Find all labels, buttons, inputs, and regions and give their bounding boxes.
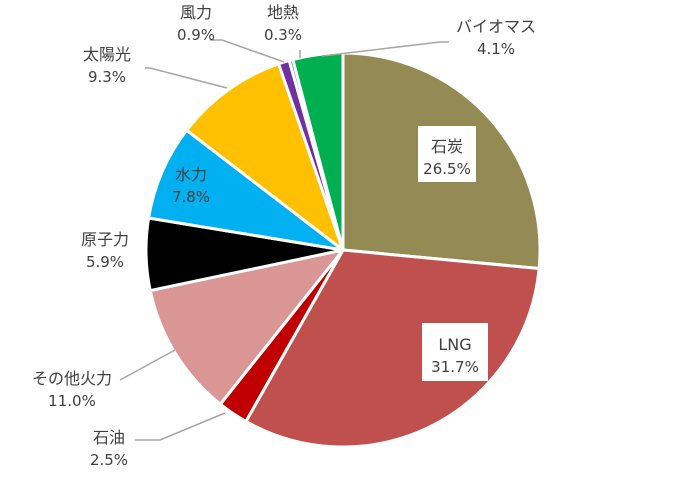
pie-slice-2 — [244, 248, 541, 449]
slice-labels: 石炭 26.5% LNG 31.7% 石油 2.5% その他火力 11.0% 原子力 5.9% 水力… — [32, 3, 536, 469]
pie-slice-7 — [185, 62, 345, 252]
leader-line-7 — [145, 67, 228, 89]
pie-slice-4 — [148, 248, 345, 406]
slice-name-label: 太陽光 — [83, 45, 131, 64]
data-label-box-2 — [422, 323, 488, 381]
data-label-box-1 — [418, 126, 476, 182]
slice-value-label: 4.1% — [477, 40, 515, 58]
pie-slices — [144, 51, 542, 449]
leader-line-3 — [135, 412, 226, 441]
slice-name-label: バイオマス — [456, 17, 536, 36]
slice-name-label: 地熱 — [267, 3, 299, 22]
slice-name-label: その他火力 — [32, 369, 112, 388]
slice-value-label: 0.3% — [264, 26, 302, 44]
slice-name-label: 原子力 — [81, 230, 129, 249]
slice-value-label: 31.7% — [431, 358, 479, 376]
leader-line-10 — [321, 41, 449, 57]
slice-name-label: 石油 — [93, 428, 125, 447]
slice-value-label: 7.8% — [172, 188, 210, 206]
slice-value-label: 9.3% — [88, 68, 126, 86]
slice-value-label: 11.0% — [48, 392, 96, 410]
pie-slice-6 — [147, 128, 345, 252]
slice-value-label: 2.5% — [90, 451, 128, 469]
slice-name-label: 風力 — [180, 3, 212, 22]
leader-lines — [119, 39, 449, 441]
leader-line-4 — [119, 349, 176, 381]
slice-value-label: 0.9% — [177, 26, 215, 44]
slice-name-label: LNG — [438, 335, 471, 354]
slice-name-label: 石炭 — [431, 137, 463, 156]
slice-value-label: 26.5% — [423, 160, 471, 178]
slice-value-label: 5.9% — [86, 253, 124, 271]
leader-line-8 — [210, 39, 285, 63]
slice-name-label: 水力 — [175, 165, 207, 184]
